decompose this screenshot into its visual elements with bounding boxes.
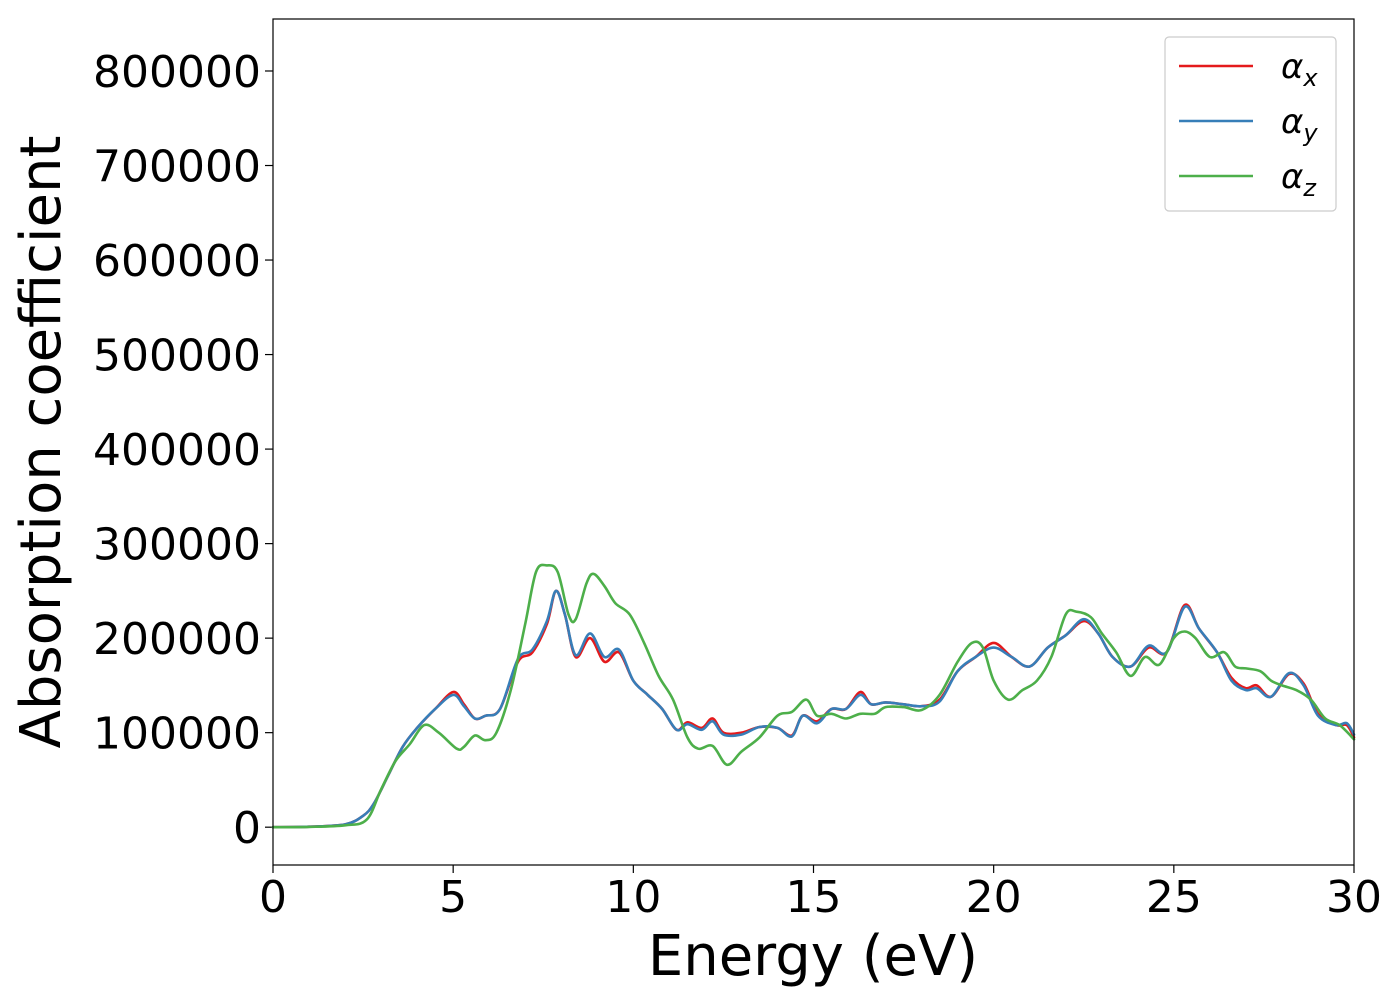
x-tick-label: 0 (259, 872, 287, 923)
x-tick-label: 25 (1146, 872, 1202, 923)
x-tick-label: 20 (966, 872, 1022, 923)
x-tick-label: 5 (439, 872, 467, 923)
x-axis-title: Energy (eV) (648, 924, 978, 989)
series-line-alpha-z (271, 563, 1356, 829)
y-tick-label: 300000 (93, 520, 261, 571)
ticks-layer: 0 5 10 15 20 25 30 0 100000 200000 300000 400000 500… (93, 47, 1382, 923)
plot-frame (272, 18, 1355, 866)
y-tick-label: 200000 (93, 614, 261, 665)
y-tick-label: 0 (233, 803, 261, 854)
y-tick-label: 600000 (93, 236, 261, 287)
y-tick-label: 500000 (93, 331, 261, 382)
legend-label-alpha-x: αx (1281, 47, 1318, 92)
y-tick-label: 100000 (93, 709, 261, 760)
x-tick-label: 10 (605, 872, 661, 923)
y-tick-label: 700000 (93, 142, 261, 193)
legend-label-alpha-z: αz (1281, 157, 1317, 202)
legend-box (1164, 36, 1337, 212)
series-line-alpha-y (271, 589, 1356, 829)
x-tick-label: 15 (786, 872, 842, 923)
y-axis-title: Absorption coefficient (9, 136, 74, 749)
y-tick-label: 800000 (93, 47, 261, 98)
legend-label-alpha-y: αy (1281, 102, 1318, 147)
legend: αx αy αz (1164, 36, 1337, 212)
x-tick-label: 30 (1326, 872, 1382, 923)
y-tick-label: 400000 (93, 425, 261, 476)
series-layer (271, 563, 1356, 829)
